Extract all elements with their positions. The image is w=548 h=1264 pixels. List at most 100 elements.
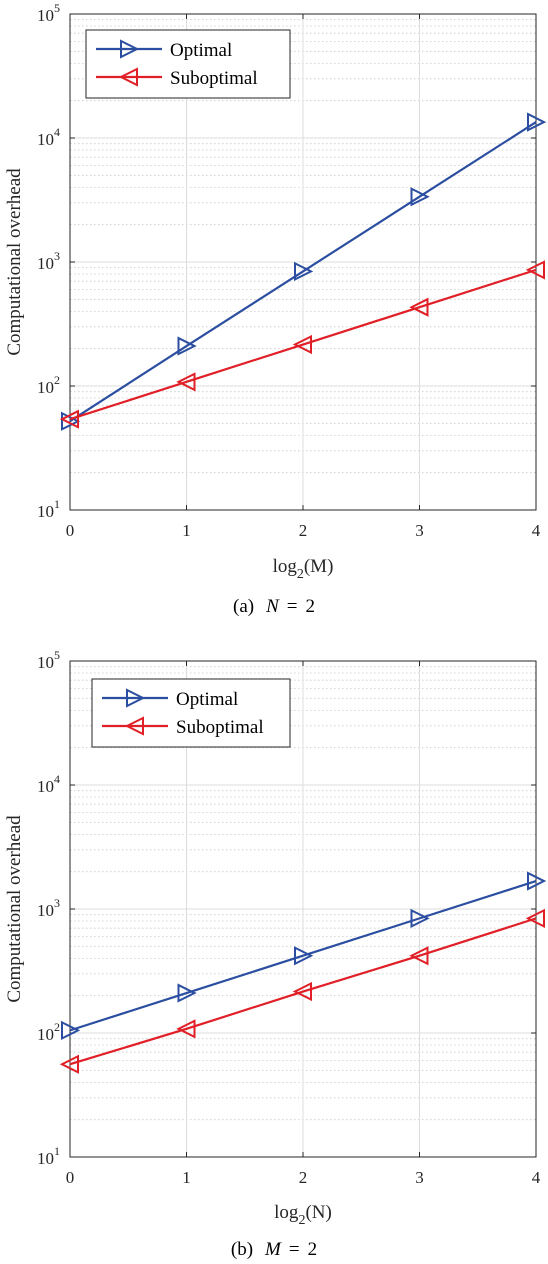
- y-tick-label: 105: [37, 1, 60, 25]
- y-axis-label: Computational overhead: [4, 815, 25, 1003]
- data-point-marker: [61, 411, 81, 431]
- tick-marks: [69, 13, 537, 511]
- y-tick-label: 102: [37, 373, 60, 397]
- caption-operator: =: [287, 596, 298, 617]
- panel-caption: (b) M = 2: [231, 1239, 317, 1260]
- y-tick-label: 102: [37, 1020, 60, 1044]
- x-tick-label: 1: [182, 521, 191, 540]
- data-point-marker: [294, 946, 314, 966]
- y-axis-label: Computational overhead: [4, 168, 25, 356]
- data-point-marker: [525, 260, 545, 280]
- y-tick-base: 10: [37, 901, 54, 920]
- x-axis-label: log2(M): [273, 556, 334, 582]
- grid: [70, 14, 536, 510]
- y-tick-base: 10: [37, 6, 54, 25]
- x-tick-label: 1: [182, 1168, 191, 1187]
- series-suboptimal: [59, 260, 545, 429]
- chart-panel-b: 0 1 2 3 4101102103104105log2(N)Computational…: [4, 648, 547, 1260]
- y-tick-exponent: 3: [54, 896, 60, 910]
- y-tick-base: 10: [37, 1025, 54, 1044]
- legend-label: Optimal: [176, 689, 238, 710]
- y-tick-label: 101: [37, 1144, 60, 1168]
- caption-label: (a): [233, 596, 254, 617]
- legend-item-optimal: Optimal: [96, 39, 232, 61]
- x-tick-label: 2: [299, 1168, 308, 1187]
- y-tick-label: 104: [37, 125, 60, 149]
- x-tick-label: 4: [532, 1168, 541, 1187]
- x-tick-label: 3: [415, 521, 424, 540]
- series-optimal: [61, 871, 547, 1040]
- y-tick-label: 103: [37, 249, 60, 273]
- legend: Optimal Suboptimal: [85, 29, 291, 99]
- data-point-marker: [177, 336, 197, 356]
- x-axis-label-argument: (M): [304, 556, 334, 577]
- x-axis-label-subscript: 2: [297, 567, 304, 582]
- data-point-marker: [527, 871, 547, 891]
- y-tick-exponent: 1: [54, 1144, 60, 1158]
- data-point-marker: [294, 261, 314, 282]
- series-optimal: [61, 112, 547, 431]
- y-tick-exponent: 4: [54, 125, 60, 139]
- x-tick-label: 2: [299, 521, 308, 540]
- series-line: [69, 121, 537, 423]
- x-tick-label: 0: [66, 1168, 75, 1187]
- y-tick-label: 105: [37, 648, 60, 672]
- y-tick-exponent: 5: [54, 648, 60, 662]
- y-tick-exponent: 4: [54, 772, 60, 786]
- y-tick-label: 103: [37, 896, 60, 920]
- data-point-marker: [59, 409, 79, 429]
- data-point-marker: [61, 1020, 81, 1040]
- series-line: [69, 880, 537, 1032]
- x-tick-label: 0: [66, 521, 75, 540]
- y-tick-exponent: 5: [54, 1, 60, 15]
- y-tick-base: 10: [37, 254, 54, 273]
- x-axis-label-subscript: 2: [298, 1213, 305, 1228]
- legend-label: Suboptimal: [176, 717, 264, 738]
- data-point-marker: [292, 334, 312, 355]
- legend-marker: [118, 67, 138, 87]
- y-tick-label: 104: [37, 772, 60, 796]
- legend: Optimal Suboptimal: [91, 678, 291, 748]
- caption-symbol: N: [265, 596, 280, 617]
- x-axis-label-argument: (N): [305, 1202, 331, 1223]
- data-point-marker: [177, 983, 197, 1003]
- y-tick-base: 10: [37, 130, 54, 149]
- x-axis-label: log2(N): [274, 1202, 332, 1228]
- panel-caption: (a) N = 2: [233, 596, 315, 617]
- y-tick-exponent: 1: [54, 497, 60, 511]
- legend-box: [91, 678, 291, 748]
- series-suboptimal: [59, 908, 545, 1074]
- x-tick-label: 4: [532, 521, 541, 540]
- legend-marker: [126, 688, 146, 708]
- data-point-marker: [292, 981, 312, 1002]
- caption-symbol: M: [264, 1239, 282, 1260]
- y-tick-exponent: 2: [54, 373, 60, 387]
- data-point-marker: [410, 908, 430, 929]
- y-tick-base: 10: [37, 502, 54, 521]
- series-line: [69, 268, 537, 421]
- caption-label: (b): [231, 1239, 253, 1260]
- chart-panel-a: 0 1 2 3 4101102103104105log2(M)Computational…: [4, 1, 547, 617]
- series-line: [69, 917, 537, 1066]
- y-tick-exponent: 2: [54, 1020, 60, 1034]
- data-point-marker: [176, 1019, 196, 1039]
- caption-value: 2: [308, 1239, 318, 1260]
- y-tick-base: 10: [37, 777, 54, 796]
- y-tick-label: 101: [37, 497, 60, 521]
- x-axis-label-base: log: [274, 1202, 299, 1223]
- data-point-marker: [176, 372, 196, 392]
- y-tick-base: 10: [37, 378, 54, 397]
- legend-item-suboptimal: Suboptimal: [96, 67, 258, 89]
- x-tick-label: 3: [415, 1168, 424, 1187]
- y-tick-exponent: 3: [54, 249, 60, 263]
- data-point-marker: [409, 946, 429, 966]
- data-point-marker: [410, 187, 430, 207]
- caption-operator: =: [289, 1239, 300, 1260]
- legend-item-optimal: Optimal: [102, 688, 238, 710]
- legend-marker: [124, 716, 144, 736]
- data-point-marker: [59, 1054, 79, 1074]
- data-point-marker: [525, 908, 545, 929]
- x-axis-label-base: log: [273, 556, 298, 577]
- y-tick-base: 10: [37, 1149, 54, 1168]
